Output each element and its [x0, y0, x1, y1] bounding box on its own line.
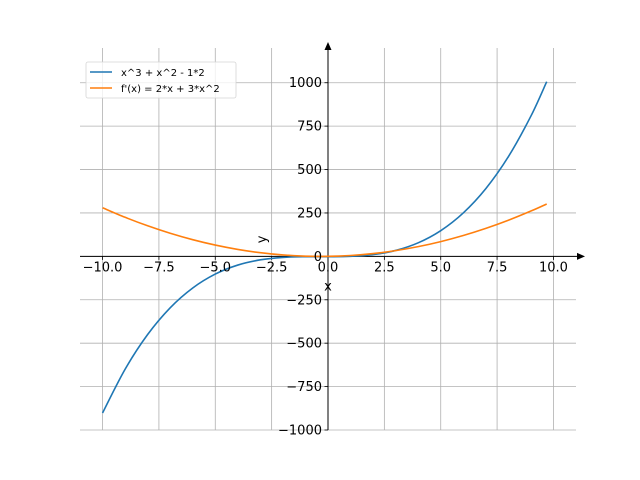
y-tick-label-8: 1000 [289, 76, 322, 91]
legend: x^3 + x^2 - 1*2 f'(x) = 2*x + 3*x^2 [85, 61, 237, 99]
x-tick-label-3: −2.5 [256, 260, 288, 275]
series-line-1 [101, 81, 548, 414]
legend-label-series-2: f'(x) = 2*x + 3*x^2 [121, 84, 220, 95]
x-axis-label: x [324, 279, 332, 294]
y-tick-label-4: 0 [314, 250, 322, 265]
series-layer [101, 81, 548, 414]
y-tick-label-1: −750 [286, 380, 322, 395]
y-tick-label-2: −500 [286, 337, 322, 352]
x-tick-label-2: −5.0 [199, 260, 231, 275]
series-line-2 [102, 203, 548, 258]
y-tick-label-0: −1000 [278, 424, 322, 439]
y-tick-label-3: −250 [286, 293, 322, 308]
y-axis-label: y [255, 235, 270, 243]
legend-label-series-1: x^3 + x^2 - 1*2 [121, 68, 205, 79]
x-tick-label-4: 0.0 [318, 260, 339, 275]
axes [80, 42, 585, 431]
x-tick-label-6: 5.0 [430, 260, 451, 275]
y-tick-label-6: 500 [297, 163, 322, 178]
y-tick-label-7: 750 [297, 120, 322, 135]
x-tick-label-8: 10.0 [539, 260, 568, 275]
x-axis-arrow [577, 252, 585, 260]
x-tick-label-1: −7.5 [143, 260, 175, 275]
legend-box [85, 61, 237, 99]
y-axis-arrow [324, 42, 332, 50]
x-tick-label-0: −10.0 [83, 260, 123, 275]
tick-labels: −10.0 −7.5 −5.0 −2.5 0.0 2.5 5.0 7.5 10.0 −1000 −7… [83, 76, 568, 438]
y-tick-label-5: 250 [297, 206, 322, 221]
x-tick-label-7: 7.5 [487, 260, 508, 275]
x-tick-label-5: 2.5 [374, 260, 395, 275]
